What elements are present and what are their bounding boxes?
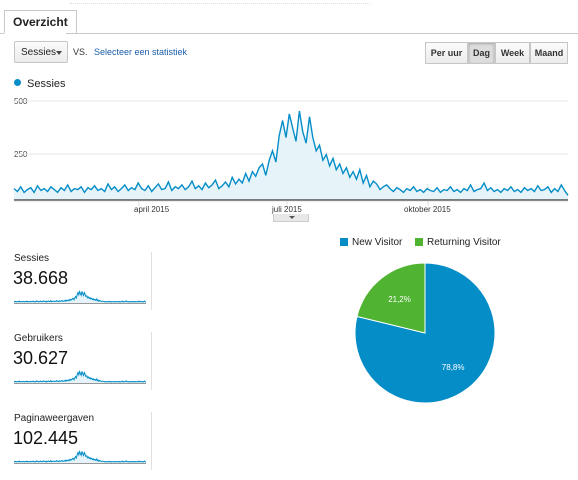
sparkline-gebruikers: [14, 370, 146, 384]
pie-slice-label: 78,8%: [442, 363, 465, 372]
chart-legend-label: Sessies: [27, 78, 66, 90]
metric-divider: [151, 252, 152, 310]
metric-select[interactable]: Sessies: [14, 41, 68, 63]
vs-label: VS.: [73, 47, 88, 57]
sparkline-paginaweergaven: [14, 450, 146, 464]
x-tick-label: juli 2015: [272, 205, 302, 214]
sessions-area-fill: [14, 111, 568, 200]
series-dot-icon: [14, 79, 21, 86]
tab-overzicht[interactable]: Overzicht: [4, 10, 77, 33]
select-statistic-link[interactable]: Selecteer een statistiek: [94, 47, 188, 57]
metric-divider: [151, 412, 152, 470]
metric-value-sessies: 38.668: [13, 268, 69, 288]
metric-value-gebruikers: 30.627: [13, 348, 69, 368]
sparkline-line: [14, 290, 146, 303]
sessions-series-line: [13, 110, 569, 196]
metric-label-sessies: Sessies: [14, 253, 50, 264]
pie-legend-label: New Visitor: [352, 237, 403, 248]
chevron-down-icon: [56, 51, 62, 55]
pie-slice-label: 21,2%: [388, 295, 411, 304]
pie-legend-new-visitor: New Visitor: [340, 237, 402, 248]
legend-swatch-icon: [340, 238, 348, 246]
period-per-uur-button[interactable]: Per uur: [425, 42, 468, 64]
period-maand-button[interactable]: Maand: [530, 42, 568, 64]
metric-label-gebruikers: Gebruikers: [14, 333, 63, 344]
sparkline-fill: [14, 291, 146, 303]
top-dotted-divider: [70, 3, 370, 4]
chart-legend-sessies: Sessies: [14, 78, 66, 90]
x-tick-label: april 2015: [134, 205, 170, 214]
tab-connector: [4, 33, 66, 35]
metric-label-paginaweergaven: Paginaweergaven: [14, 413, 95, 424]
sessions-area-chart: [13, 100, 569, 206]
period-dag-button[interactable]: Dag: [468, 42, 495, 64]
visitor-pie-chart: 78,8% 21,2%: [354, 262, 496, 404]
x-tick-label: oktober 2015: [404, 205, 451, 214]
sparkline-fill: [14, 371, 146, 383]
pie-legend-label: Returning Visitor: [427, 237, 501, 248]
pie-legend-returning-visitor: Returning Visitor: [415, 237, 501, 248]
tab-bar: Overzicht: [0, 0, 578, 34]
sparkline-line: [14, 370, 146, 383]
period-week-button[interactable]: Week: [495, 42, 530, 64]
metric-select-label: Sessies: [21, 47, 57, 58]
chart-resize-handle[interactable]: [273, 214, 309, 222]
sparkline-fill: [14, 451, 146, 463]
sparkline-sessies: [14, 290, 146, 304]
metric-value-paginaweergaven: 102.445: [13, 428, 79, 448]
sparkline-line: [14, 450, 146, 463]
metric-divider: [151, 332, 152, 390]
pie-slice-returning-visitor[interactable]: [356, 262, 426, 334]
legend-swatch-icon: [415, 238, 423, 246]
